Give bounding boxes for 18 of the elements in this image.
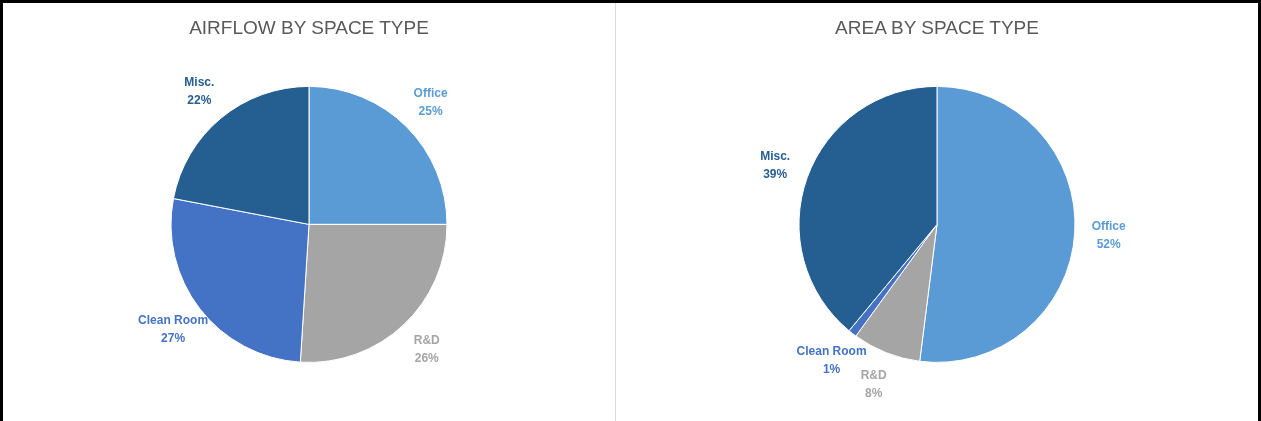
data-label: 26% (414, 351, 440, 366)
data-label: 25% (418, 104, 443, 119)
data-label: 27% (161, 331, 186, 346)
slice-label: Clean Room (138, 313, 209, 328)
slice-label: Office (1091, 218, 1126, 233)
slice-label: Office (413, 86, 448, 101)
slice-label: R&D (413, 333, 441, 348)
data-label: 8% (865, 385, 883, 400)
slice-label: Misc. (184, 75, 215, 90)
chart-title: AIRFLOW BY SPACE TYPE (189, 16, 429, 38)
data-label: 1% (822, 361, 841, 376)
chart-title: AREA BY SPACE TYPE (835, 16, 1039, 38)
slice-label: R&D (860, 367, 888, 382)
data-label: 52% (1096, 236, 1121, 251)
data-label: 22% (187, 93, 212, 108)
slice-label: Misc. (760, 149, 791, 164)
data-label: 39% (763, 167, 788, 182)
slice-label: Clean Room (796, 343, 867, 358)
